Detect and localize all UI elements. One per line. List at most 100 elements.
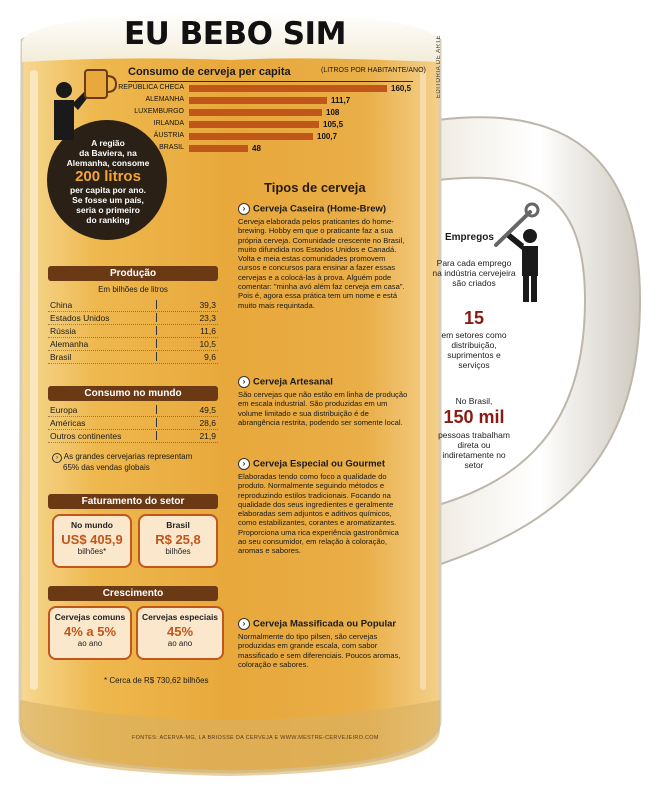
row-value: 28,6 [199,418,216,428]
row-value: 10,5 [199,339,216,349]
row-name: Europa [50,405,78,415]
bavaria-text: per capita por ano. [69,185,147,195]
table-row: Outros continentes 21,9 [48,430,218,443]
card-sub: ao ano [77,639,103,648]
tipo-text: Elaboradas tendo como foco a qualidade d… [238,472,399,556]
bavaria-text: do ranking [86,215,130,225]
crescimento-card-especiais: Cervejas especiais 45% ao ano [136,606,224,660]
crescimento-card-comuns: Cervejas comuns 4% a 5% ao ano [48,606,132,660]
bar-value: 100,7 [317,132,338,141]
crescimento-footnote: * Cerca de R$ 730,62 bilhões [104,676,209,685]
row-value: 39,3 [199,300,216,310]
card-label: Cervejas comuns [54,612,126,622]
row-name: Brasil [50,352,72,362]
bar-label: REPÚBLICA CHECA [118,84,184,91]
tipo-especial: › Cerveja Especial ou Gourmet Elaboradas … [238,458,408,556]
consumo-note-line2: 65% das vendas globais [63,463,150,472]
table-row: China 39,3 [48,299,218,312]
sources-text: FONTES: ACERVA-MG, LA BRIOSSE DA CERVEJA… [132,735,379,741]
tipo-text: São cervejas que não estão em linha de p… [238,390,408,427]
consumo-note-line1: As grandes cervejarias representam [63,452,193,461]
row-separator [156,431,157,440]
bar-value: 48 [252,144,261,153]
bavaria-text: seria o primeiro [76,205,140,215]
faturamento-header: Faturamento do setor [48,494,218,509]
row-separator [156,300,157,309]
card-sub: bilhões* [77,547,107,556]
row-separator [156,418,157,427]
bavaria-text: Se fosse um país, [72,195,144,205]
bar-label: ÁUSTRIA [153,132,184,139]
card-value: 4% a 5% [63,624,117,639]
row-value: 21,9 [199,431,216,441]
table-row: Estados Unidos 23,3 [48,312,218,325]
card-sub: ao ano [167,639,193,648]
bavaria-callout: A região da Baviera, na Alemanha, consom… [58,138,158,225]
empregos-text: Para cada emprego na indústria cervejeir… [432,258,516,288]
bar-value: 160,5 [391,84,412,93]
chevron-icon: › [52,453,62,463]
ranking-title: Consumo de cerveja per capita [128,66,291,78]
chevron-icon: › [238,458,250,470]
bar [189,109,322,116]
bavaria-big-number: 200 litros [75,168,141,185]
empregos-number: 15 [463,308,485,328]
producao-table: China 39,3 Estados Unidos 23,3 Rússia 11,6 Ale… [48,299,218,364]
consumo-note: › As grandes cervejarias representam 65%… [52,452,218,473]
bavaria-text: Alemanha, consome [66,158,150,168]
chevron-icon: › [238,203,250,215]
bar [189,121,319,128]
bar [189,85,387,92]
bar-label: BRASIL [159,144,184,151]
row-separator [156,339,157,348]
tipo-text: Normalmente do tipo pilsen, são cervejas… [238,632,401,669]
empregos-text: pessoas trabalham direta ou indiretament… [438,430,510,470]
row-name: Estados Unidos [50,313,110,323]
bar-label: ALEMANHA [145,96,184,103]
card-value: US$ 405,9 [61,532,123,547]
card-value: 45% [166,624,194,639]
bar-value: 108 [326,108,340,117]
row-value: 9,6 [204,352,216,362]
row-value: 11,6 [200,326,216,336]
card-sub: bilhões [165,547,191,556]
empregos-number: 150 mil [443,407,505,427]
tipo-artesanal: › Cerveja Artesanal São cervejas que não … [238,376,408,427]
table-row: Europa 49,5 [48,404,218,417]
tipo-text: Cerveja elaborada pelos praticantes do h… [238,217,405,310]
tipo-name: Cerveja Especial ou Gourmet [253,458,385,470]
tipo-massificada: › Cerveja Massificada ou Popular Normalme… [238,618,408,669]
card-label: Cervejas especiais [141,612,219,622]
bar [189,133,313,140]
credit-text: EDITORIA DE ARTE [436,35,442,99]
empregos-text: em setores como distribuição, suprimento… [441,330,507,370]
row-separator [156,313,157,322]
row-value: 49,5 [199,405,216,415]
table-row: Alemanha 10,5 [48,338,218,351]
ranking-unit: (LITROS POR HABITANTE/ANO) [321,67,426,74]
tipos-title: Tipos de cerveja [264,180,366,195]
bar-label: IRLANDA [153,120,184,127]
row-value: 23,3 [199,313,216,323]
empregos-text: No Brasil, [455,396,493,406]
bar [189,145,248,152]
tipo-caseira: › Cerveja Caseira (Home-Brew) Cerveja ela… [238,203,408,310]
row-separator [156,405,157,414]
bar-value: 105,5 [323,120,344,129]
chevron-icon: › [238,618,250,630]
crescimento-header: Crescimento [48,586,218,601]
tipo-name: Cerveja Massificada ou Popular [253,618,397,630]
table-row: Américas 28,6 [48,417,218,430]
consumo-table: Europa 49,5 Américas 28,6 Outros continentes… [48,404,218,443]
row-separator [156,352,157,361]
chevron-icon: › [238,376,250,388]
page-title: EU BEBO SIM [124,16,346,52]
producao-subtitle: Em bilhões de litros [98,285,168,294]
row-name: China [50,300,73,310]
row-name: Outros continentes [50,431,122,441]
row-name: Américas [50,418,86,428]
card-value: R$ 25,8 [155,532,201,547]
bavaria-text: A região [91,138,125,148]
consumo-header: Consumo no mundo [48,386,218,401]
